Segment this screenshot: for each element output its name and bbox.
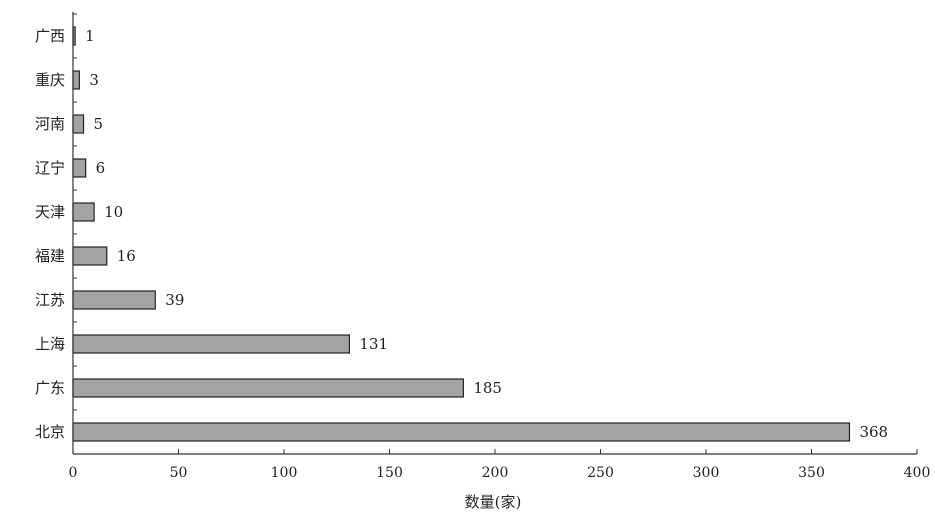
x-tick-label: 350 <box>798 465 825 481</box>
bar-7 <box>72 290 156 310</box>
x-tick-label: 250 <box>587 465 614 481</box>
x-tick-label: 100 <box>271 465 298 481</box>
category-label: 重庆 <box>35 71 65 89</box>
value-label: 131 <box>359 335 388 353</box>
value-label: 39 <box>165 291 184 309</box>
bar-5 <box>72 202 95 222</box>
x-tick-label: 0 <box>69 465 78 481</box>
axes-layer: 0 50 100 150 200 250 300 350 400 <box>69 12 931 481</box>
bars-layer: 广西 1 重庆 3 河南 5 辽宁 6 天津 10 福建 16 江苏 39 上海 131 广东 185 北京 368 <box>35 26 888 442</box>
x-tick-label: 150 <box>376 465 403 481</box>
x-tick-label: 300 <box>693 465 720 481</box>
bar-9 <box>72 378 464 398</box>
category-label: 福建 <box>35 247 65 265</box>
category-label: 辽宁 <box>35 159 65 177</box>
x-tick-label: 200 <box>482 465 509 481</box>
value-label: 16 <box>117 247 136 265</box>
value-label: 10 <box>104 203 123 221</box>
value-label: 1 <box>85 27 95 45</box>
value-label: 5 <box>94 115 104 133</box>
bar-8 <box>72 334 351 354</box>
category-label: 天津 <box>35 203 65 221</box>
x-axis-title: 数量(家) <box>465 493 522 511</box>
bar-10 <box>72 422 851 442</box>
value-label: 3 <box>89 71 99 89</box>
x-tick-label: 50 <box>170 465 188 481</box>
value-label: 185 <box>473 379 502 397</box>
category-label: 上海 <box>35 335 65 353</box>
value-label: 6 <box>96 159 106 177</box>
value-label: 368 <box>859 423 888 441</box>
bar-6 <box>72 246 108 266</box>
x-tick-label: 400 <box>904 465 931 481</box>
bar-3 <box>72 114 85 134</box>
bar-4 <box>72 158 87 178</box>
category-label: 北京 <box>35 423 65 441</box>
category-label: 江苏 <box>35 291 65 309</box>
category-label: 广西 <box>35 27 65 45</box>
category-label: 河南 <box>35 115 65 133</box>
category-label: 广东 <box>35 379 65 397</box>
bar-2 <box>72 70 80 90</box>
